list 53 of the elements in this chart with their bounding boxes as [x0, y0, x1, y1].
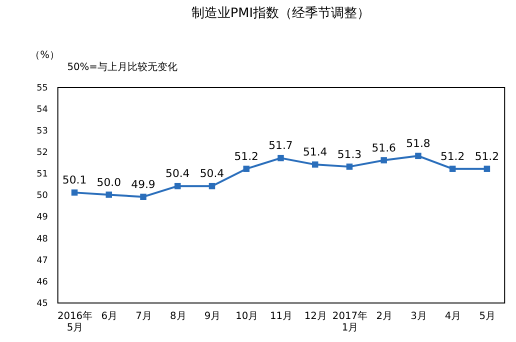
data-label: 51.2 [474, 150, 500, 163]
x-tick-label: 7月 [136, 310, 152, 322]
point [106, 192, 112, 198]
data-label: 50.4 [200, 167, 224, 180]
text: 50%=与上月比较无变化 [67, 61, 178, 74]
data-label: 50.0 [96, 176, 122, 189]
data-label: 51.8 [406, 137, 430, 150]
data-label: 51.7 [268, 139, 293, 152]
x-tick-label: 2016年 5月 [57, 310, 93, 334]
y-axis-title: （%） [30, 50, 60, 61]
x-tick-label: 2017年 1月 [332, 310, 368, 334]
point [140, 194, 146, 200]
point [449, 166, 456, 172]
point [312, 161, 318, 168]
x-tick-label: 10月 [236, 310, 258, 322]
point [484, 166, 490, 172]
data-label: 49.9 [131, 178, 156, 191]
data-label: 51.3 [337, 148, 362, 161]
data-label: 51.6 [372, 141, 396, 154]
y-tick-label: 54 [36, 104, 48, 115]
data-label: 51.2 [234, 150, 258, 163]
point [174, 182, 181, 190]
y-tick-label: 47 [36, 256, 48, 266]
x-tick-label: 12月 [304, 310, 327, 322]
x-tick-label: 6月 [101, 310, 118, 322]
x-tick-label: 11月 [270, 310, 293, 322]
point [71, 189, 78, 196]
y-tick-label: 46 [36, 277, 48, 288]
x-tick-label: 2月 [376, 310, 392, 322]
point [278, 154, 284, 162]
chart-title: 制造业PMI指数（经季节调整） [191, 6, 370, 21]
data-label: 51.4 [303, 146, 328, 159]
point [208, 182, 216, 190]
point [243, 166, 250, 172]
y-tick-label: 48 [36, 234, 48, 244]
y-tick-label: 50 [36, 191, 48, 202]
data-label: 50.4 [166, 167, 190, 180]
point [415, 152, 422, 160]
y-tick-label: 49 [36, 212, 48, 223]
x-tick-label: 9月 [204, 310, 221, 322]
y-tick-label: 53 [36, 126, 48, 137]
x-tick-label: 4月 [444, 310, 462, 322]
y-tick-label: 55 [36, 83, 48, 94]
point [346, 164, 353, 170]
y-tick-label: 52 [36, 148, 48, 158]
x-tick-label: 3月 [410, 310, 427, 322]
data-label: 51.2 [440, 150, 465, 163]
data-label: 50.1 [62, 174, 87, 187]
x-tick-label: 8月 [170, 310, 186, 322]
y-tick-label: 51 [36, 170, 48, 180]
x-tick-label: 5月 [479, 310, 496, 322]
y-tick-label: 45 [36, 298, 48, 309]
point [380, 157, 387, 164]
